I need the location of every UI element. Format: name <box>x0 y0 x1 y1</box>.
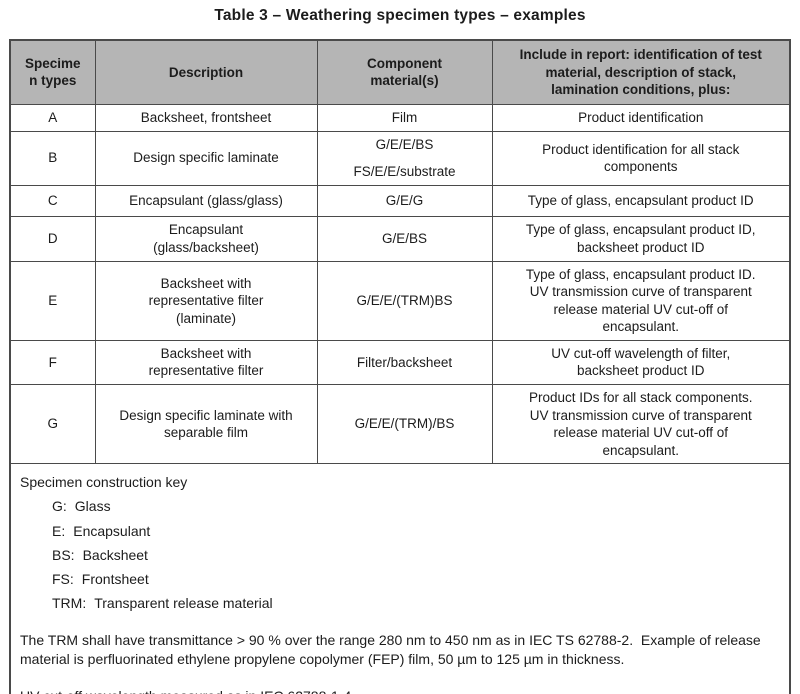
construction-key-item: FS: Frontsheet <box>52 570 780 588</box>
cell-report-info: Type of glass, encapsulant product ID, b… <box>491 215 791 262</box>
key-meaning: Backsheet <box>82 546 148 563</box>
key-meaning: Transparent release material <box>94 595 273 612</box>
construction-key-item: TRM: Transparent release material <box>52 594 780 612</box>
material-line: G/E/G <box>385 192 424 208</box>
cell-report-info: UV cut-off wavelength of filter, backshe… <box>491 339 791 386</box>
cell-description: Backsheet with representative filter <box>94 339 318 386</box>
material-line: Film <box>391 109 418 125</box>
cell-component-materials: G/E/E/BS FS/E/E/substrate <box>316 130 493 186</box>
cell-description: Encapsulant (glass/backsheet) <box>94 215 318 262</box>
key-abbr: BS: <box>52 546 75 563</box>
footer-note: UV cut-off wavelength measured as in IEC… <box>20 687 780 694</box>
table-row: F Backsheet with representative filter F… <box>9 339 791 386</box>
footer-cell: Specimen construction key G: Glass E: Enca… <box>9 463 791 694</box>
material-line: G/E/BS <box>381 230 427 246</box>
material-line: Filter/backsheet <box>356 354 453 370</box>
cell-component-materials: G/E/E/(TRM)/BS <box>316 384 493 465</box>
key-meaning: Frontsheet <box>81 570 149 587</box>
cell-report-info: Type of glass, encapsulant product ID. U… <box>491 260 791 341</box>
cell-specimen-type: F <box>9 339 96 386</box>
cell-specimen-type: C <box>9 184 96 217</box>
cell-description: Backsheet with representative filter (la… <box>94 260 318 341</box>
table-row: C Encapsulant (glass/glass) G/E/G Type o… <box>9 184 791 217</box>
material-line: FS/E/E/substrate <box>353 164 456 180</box>
table-header: Specime n types Description Component ma… <box>9 39 791 105</box>
key-abbr: E: <box>52 522 66 539</box>
footer-note: The TRM shall have transmittance > 90 % … <box>20 632 765 667</box>
cell-component-materials: G/E/BS <box>316 215 493 262</box>
construction-key-item: E: Encapsulant <box>52 522 780 540</box>
table-footer: Specimen construction key G: Glass E: Enca… <box>9 463 791 694</box>
cell-component-materials: Film <box>316 103 493 132</box>
key-abbr: G: <box>52 498 67 515</box>
table-row: D Encapsulant (glass/backsheet) G/E/BS T… <box>9 215 791 262</box>
construction-key-item: BS: Backsheet <box>52 546 780 564</box>
cell-component-materials: G/E/G <box>316 184 493 217</box>
footer-row: Specimen construction key G: Glass E: Enca… <box>9 463 791 694</box>
construction-key-item: G: Glass <box>52 497 780 515</box>
material-line: G/E/E/(TRM)/BS <box>354 416 455 432</box>
cell-description: Encapsulant (glass/glass) <box>94 184 318 217</box>
key-meaning: Glass <box>74 498 111 515</box>
cell-report-info: Product identification for all stack com… <box>491 130 791 186</box>
table-body: A Backsheet, frontsheet Film Product ide… <box>9 103 791 465</box>
cell-specimen-type: A <box>9 103 96 132</box>
header-component-materials: Component material(s) <box>316 39 493 105</box>
cell-description: Design specific laminate with separable … <box>94 384 318 465</box>
cell-component-materials: Filter/backsheet <box>316 339 493 386</box>
table-row: E Backsheet with representative filter (… <box>9 260 791 341</box>
table-row: G Design specific laminate with separabl… <box>9 384 791 465</box>
construction-key-list: G: Glass E: Encapsulant BS: Backsheet FS: Fr… <box>20 497 780 612</box>
construction-key-title: Specimen construction key <box>20 474 188 491</box>
key-meaning: Encapsulant <box>73 522 151 539</box>
cell-component-materials: G/E/E/(TRM)BS <box>316 260 493 341</box>
material-line: G/E/E/BS <box>375 136 434 152</box>
weathering-specimen-table: Specime n types Description Component ma… <box>9 39 791 694</box>
cell-description: Backsheet, frontsheet <box>94 103 318 132</box>
table-row: B Design specific laminate G/E/E/BS FS/E/… <box>9 130 791 186</box>
material-line: G/E/E/(TRM)BS <box>356 293 453 309</box>
header-include-in-report: Include in report: identification of tes… <box>491 39 791 105</box>
key-abbr: TRM: <box>52 595 87 612</box>
cell-report-info: Product IDs for all stack components. UV… <box>491 384 791 465</box>
cell-report-info: Type of glass, encapsulant product ID <box>491 184 791 217</box>
cell-specimen-type: B <box>9 130 96 186</box>
header-specimen-types: Specime n types <box>9 39 96 105</box>
header-row: Specime n types Description Component ma… <box>9 39 791 105</box>
key-abbr: FS: <box>52 570 74 587</box>
header-description: Description <box>94 39 318 105</box>
cell-report-info: Product identification <box>491 103 791 132</box>
cell-description: Design specific laminate <box>94 130 318 186</box>
cell-specimen-type: E <box>9 260 96 341</box>
cell-specimen-type: G <box>9 384 96 465</box>
cell-specimen-type: D <box>9 215 96 262</box>
footer-notes: The TRM shall have transmittance > 90 % … <box>20 631 780 694</box>
table-row: A Backsheet, frontsheet Film Product ide… <box>9 103 791 132</box>
table-title: Table 3 – Weathering specimen types – ex… <box>214 7 586 24</box>
